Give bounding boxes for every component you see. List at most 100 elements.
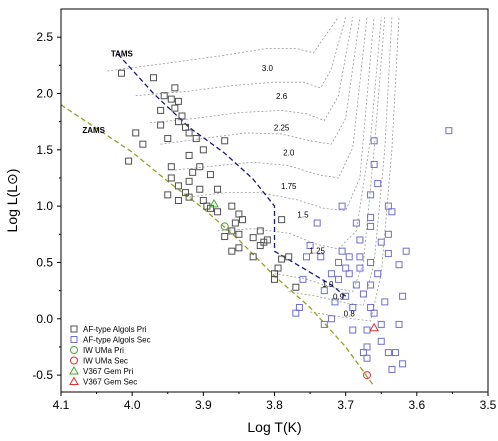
point-s1-59: [370, 309, 378, 317]
point-s0-10: [174, 118, 182, 126]
point-s1-39: [338, 202, 346, 210]
legend-marker-3: [70, 356, 78, 365]
point-s1-4: [395, 261, 403, 269]
point-s1-54: [384, 349, 392, 357]
point-s1-57: [377, 337, 385, 345]
point-s1-18: [367, 222, 375, 230]
point-s0-35: [214, 208, 222, 216]
track-label-3.0: 3.0: [262, 64, 274, 73]
point-s1-37: [342, 264, 350, 272]
point-s1-51: [295, 304, 303, 312]
point-s0-38: [231, 219, 239, 227]
x-axis-title: Log T(K): [247, 419, 301, 435]
point-s0-11: [185, 129, 193, 137]
point-s1-30: [352, 219, 360, 227]
track-label-1.25: 1.25: [309, 246, 325, 255]
track-line-2.0: [160, 16, 361, 145]
point-s0-21: [196, 163, 204, 171]
point-s1-1: [402, 247, 410, 255]
axes: 4.1 4.0 3.9 3.8 3.7 3.6 3.5 -0.5 0.0 0.5 1.0 1.5 2.0…: [4, 8, 497, 435]
track-label-1.5: 1.5: [297, 210, 309, 219]
point-s0-46: [221, 233, 229, 241]
point-s1-55: [399, 360, 407, 368]
tams-line: [117, 53, 347, 297]
track-line-3.0: [107, 16, 339, 72]
x-tick-label-2: 3.9: [195, 398, 212, 412]
point-s0-34: [228, 202, 236, 210]
point-s1-16: [367, 191, 375, 199]
point-s1-47: [313, 219, 321, 227]
point-s1-3: [395, 320, 403, 328]
evolution-tracks: [107, 16, 400, 322]
x-tick-label-3: 3.8: [266, 398, 283, 412]
track-line-2.25: [149, 16, 354, 124]
point-s1-10: [381, 298, 389, 306]
point-s1-0: [445, 127, 453, 135]
point-s1-49: [303, 253, 311, 261]
point-s0-29: [185, 193, 193, 201]
legend-label-4: V367 Gem Pri: [83, 367, 133, 376]
point-s1-5: [388, 208, 396, 216]
point-s1-12: [374, 270, 382, 278]
point-s0-2: [160, 92, 168, 100]
point-s0-42: [256, 227, 264, 235]
point-s0-13: [164, 135, 172, 143]
point-s0-36: [235, 210, 243, 218]
point-s1-19: [367, 258, 375, 266]
point-s0-31: [174, 197, 182, 204]
point-s0-41: [249, 234, 257, 242]
point-s0-8: [178, 112, 186, 120]
track-label-2.6: 2.6: [276, 92, 288, 101]
point-s4-0: [209, 198, 219, 208]
track-label-0.9: 0.9: [333, 293, 345, 302]
point-s0-5: [174, 97, 182, 105]
point-s1-43: [327, 315, 335, 323]
x-tick-label-6: 3.5: [480, 398, 497, 412]
chart-labels: 3.0 2.6 2.25 2.0 1.75 1.5 1.25 1.0 0.9 0.8 ZAMS TAM…: [82, 49, 355, 318]
point-s0-27: [182, 189, 190, 197]
point-s0-58: [164, 191, 172, 199]
y-tick-label-4: 1.5: [36, 143, 53, 157]
legend-marker-2: [70, 346, 78, 354]
point-s1-8: [384, 249, 392, 257]
point-s1-23: [363, 343, 371, 351]
point-s1-41: [335, 275, 343, 283]
point-s0-44: [260, 238, 268, 246]
point-s1-29: [356, 253, 364, 261]
track-line-1.5: [189, 16, 375, 212]
point-s1-45: [320, 287, 328, 295]
point-s0-12: [157, 121, 165, 129]
track-label-2.0: 2.0: [283, 148, 295, 157]
point-s1-36: [342, 292, 350, 300]
point-s0-45: [263, 236, 271, 244]
point-s1-2: [399, 292, 407, 300]
track-line-1.0: [274, 16, 386, 293]
point-s1-15: [370, 160, 378, 168]
point-s1-25: [359, 349, 367, 357]
point-s1-50: [299, 275, 307, 283]
legend-marker-1: [70, 336, 78, 343]
point-s2-0: [220, 222, 229, 231]
point-s0-30: [214, 185, 222, 193]
legend-label-1: AF-type Algols Sec: [83, 336, 151, 345]
track-line-2.6: [135, 16, 347, 97]
point-s0-55: [235, 244, 243, 252]
legend-marker-5: [69, 376, 79, 385]
track-label-2.25: 2.25: [274, 124, 290, 133]
legend-label-2: IW UMa Pri: [83, 346, 124, 355]
zams-line: [60, 104, 375, 387]
point-s1-32: [349, 304, 357, 312]
point-s1-48: [306, 242, 314, 250]
track-label-0.8: 0.8: [344, 310, 356, 319]
point-s0-9: [182, 123, 190, 131]
point-s1-38: [338, 247, 346, 255]
point-s0-39: [228, 227, 236, 235]
x-tick-label-0: 4.1: [53, 398, 70, 412]
point-s0-56: [228, 247, 236, 255]
point-s1-52: [292, 309, 300, 317]
point-s0-47: [249, 253, 257, 261]
point-s1-46: [317, 253, 325, 261]
legend-label-5: V367 Gem Sec: [83, 378, 137, 387]
point-s0-59: [167, 174, 175, 182]
point-s0-37: [238, 216, 246, 224]
